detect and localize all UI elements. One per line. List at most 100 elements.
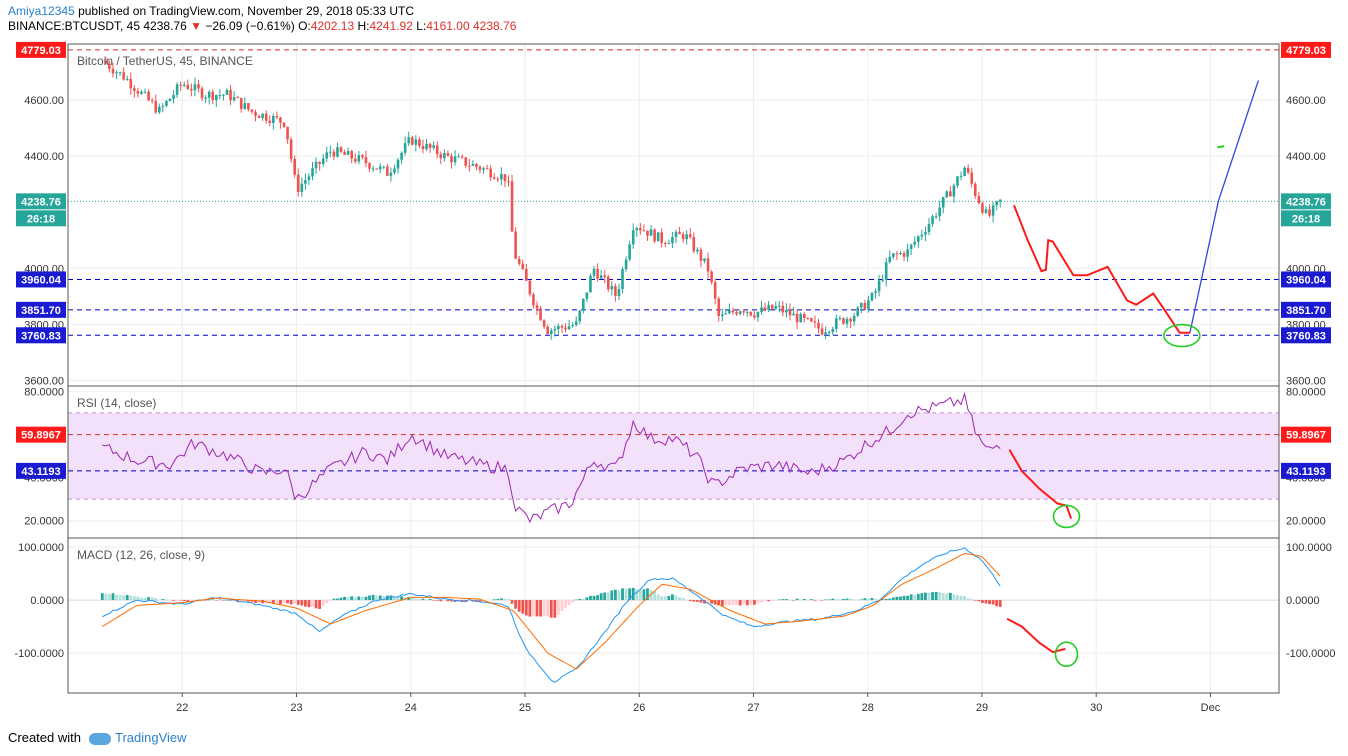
macd-histogram-bar — [881, 599, 885, 601]
candle-body — [539, 308, 542, 321]
red-macd-path — [1006, 617, 1066, 654]
macd-histogram-bar — [813, 600, 817, 601]
macd-histogram-bar — [899, 596, 902, 601]
macd-histogram-bar — [688, 600, 692, 602]
macd-histogram-bar — [325, 600, 329, 604]
candle-body — [211, 91, 215, 100]
macd-histogram-bar — [710, 600, 714, 604]
macd-histogram-bar — [375, 595, 379, 601]
candle-body — [215, 95, 218, 100]
macd-histogram-bar — [336, 598, 339, 601]
author-link[interactable]: Amiya12345 — [8, 4, 75, 18]
countdown-tag-right-bg — [1281, 210, 1331, 227]
candle-body — [956, 176, 959, 186]
candle-body — [585, 292, 589, 299]
macd-histogram-bar — [774, 600, 778, 601]
macd-histogram-bar — [574, 599, 578, 601]
candle-body — [984, 209, 988, 213]
candle-body — [147, 91, 150, 101]
candle-body — [703, 258, 706, 261]
candle-body — [892, 253, 895, 257]
candle-body — [827, 331, 831, 333]
macd-histogram-bar — [752, 600, 756, 605]
macd-histogram-bar — [959, 595, 963, 601]
candle-body — [510, 181, 514, 232]
macd-histogram-bar — [293, 600, 297, 604]
candle-body — [468, 165, 471, 167]
macd-histogram-bar — [289, 600, 293, 605]
x-tick-label: 22 — [176, 702, 188, 714]
y-tick-label-left: 100.0000 — [18, 542, 64, 554]
x-tick-label: 29 — [976, 702, 988, 714]
candle-body — [161, 105, 165, 107]
level-tag-left-bg — [16, 462, 66, 479]
candle-body — [118, 72, 122, 74]
candle-body — [318, 161, 321, 164]
macd-histogram-bar — [150, 597, 154, 601]
macd-histogram-bar — [699, 600, 703, 603]
macd-histogram-bar — [396, 597, 400, 601]
candle-body — [197, 84, 200, 89]
macd-histogram-bar — [596, 595, 599, 601]
level-tag-left: 3851.70 — [21, 305, 61, 317]
candle-body — [795, 313, 799, 323]
signal-line — [102, 552, 1001, 670]
macd-histogram-bar — [421, 598, 425, 601]
candle-body — [165, 100, 168, 106]
candle-body — [471, 163, 475, 166]
y-tick-label-right: 4400.00 — [1286, 151, 1326, 163]
macd-histogram-bar — [111, 593, 115, 601]
macd-histogram-bar — [603, 592, 607, 601]
candle-body — [168, 98, 172, 101]
candle-body — [528, 280, 532, 295]
macd-histogram-bar — [792, 600, 795, 601]
candle-body — [336, 147, 339, 157]
macd-histogram-bar — [243, 600, 247, 602]
macd-histogram-bar — [239, 600, 243, 602]
footer: Created with TradingView — [8, 730, 187, 745]
macd-histogram-bar — [214, 600, 218, 601]
macd-line — [102, 547, 1001, 683]
macd-histogram-bar — [720, 600, 724, 607]
candle-body — [742, 311, 745, 313]
macd-histogram-bar — [535, 600, 539, 617]
candle-body — [172, 94, 175, 99]
green-circle-macd — [1054, 641, 1079, 668]
candle-body — [546, 326, 549, 335]
tradingview-link[interactable]: TradingView — [114, 730, 187, 745]
macd-histogram-bar — [211, 599, 215, 601]
candle-body — [229, 90, 232, 101]
macd-histogram-bar — [749, 600, 753, 605]
candle-body — [150, 100, 154, 102]
x-tick-label: 26 — [633, 702, 645, 714]
macd-histogram-bar — [360, 596, 364, 601]
macd-histogram-bar — [136, 596, 140, 601]
candle-body — [941, 197, 945, 208]
candle-body — [692, 237, 696, 252]
candle-body — [728, 310, 731, 314]
macd-histogram-bar — [642, 589, 646, 601]
candle-body — [874, 291, 877, 294]
candle-body — [304, 180, 307, 184]
candle-body — [368, 163, 371, 169]
macd-histogram-bar — [428, 598, 432, 601]
macd-histogram-bar — [613, 589, 617, 601]
y-tick-label-left: 3600.00 — [24, 375, 64, 387]
candle-body — [949, 191, 952, 197]
macd-histogram-bar — [635, 589, 639, 601]
macd-histogram-bar — [995, 600, 999, 607]
macd-histogram-bar — [307, 600, 311, 608]
macd-histogram-bar — [389, 595, 393, 601]
candle-body — [104, 60, 108, 64]
macd-histogram-bar — [571, 600, 575, 603]
candle-body — [824, 332, 827, 335]
candle-body — [774, 306, 778, 309]
macd-histogram-bar — [115, 594, 118, 601]
candle-body — [842, 318, 845, 324]
macd-histogram-bar — [681, 597, 685, 601]
candle-body — [749, 311, 753, 316]
y-tick-label-left: 0.0000 — [30, 595, 64, 607]
candle-body — [696, 249, 699, 252]
candle-body — [799, 314, 802, 323]
